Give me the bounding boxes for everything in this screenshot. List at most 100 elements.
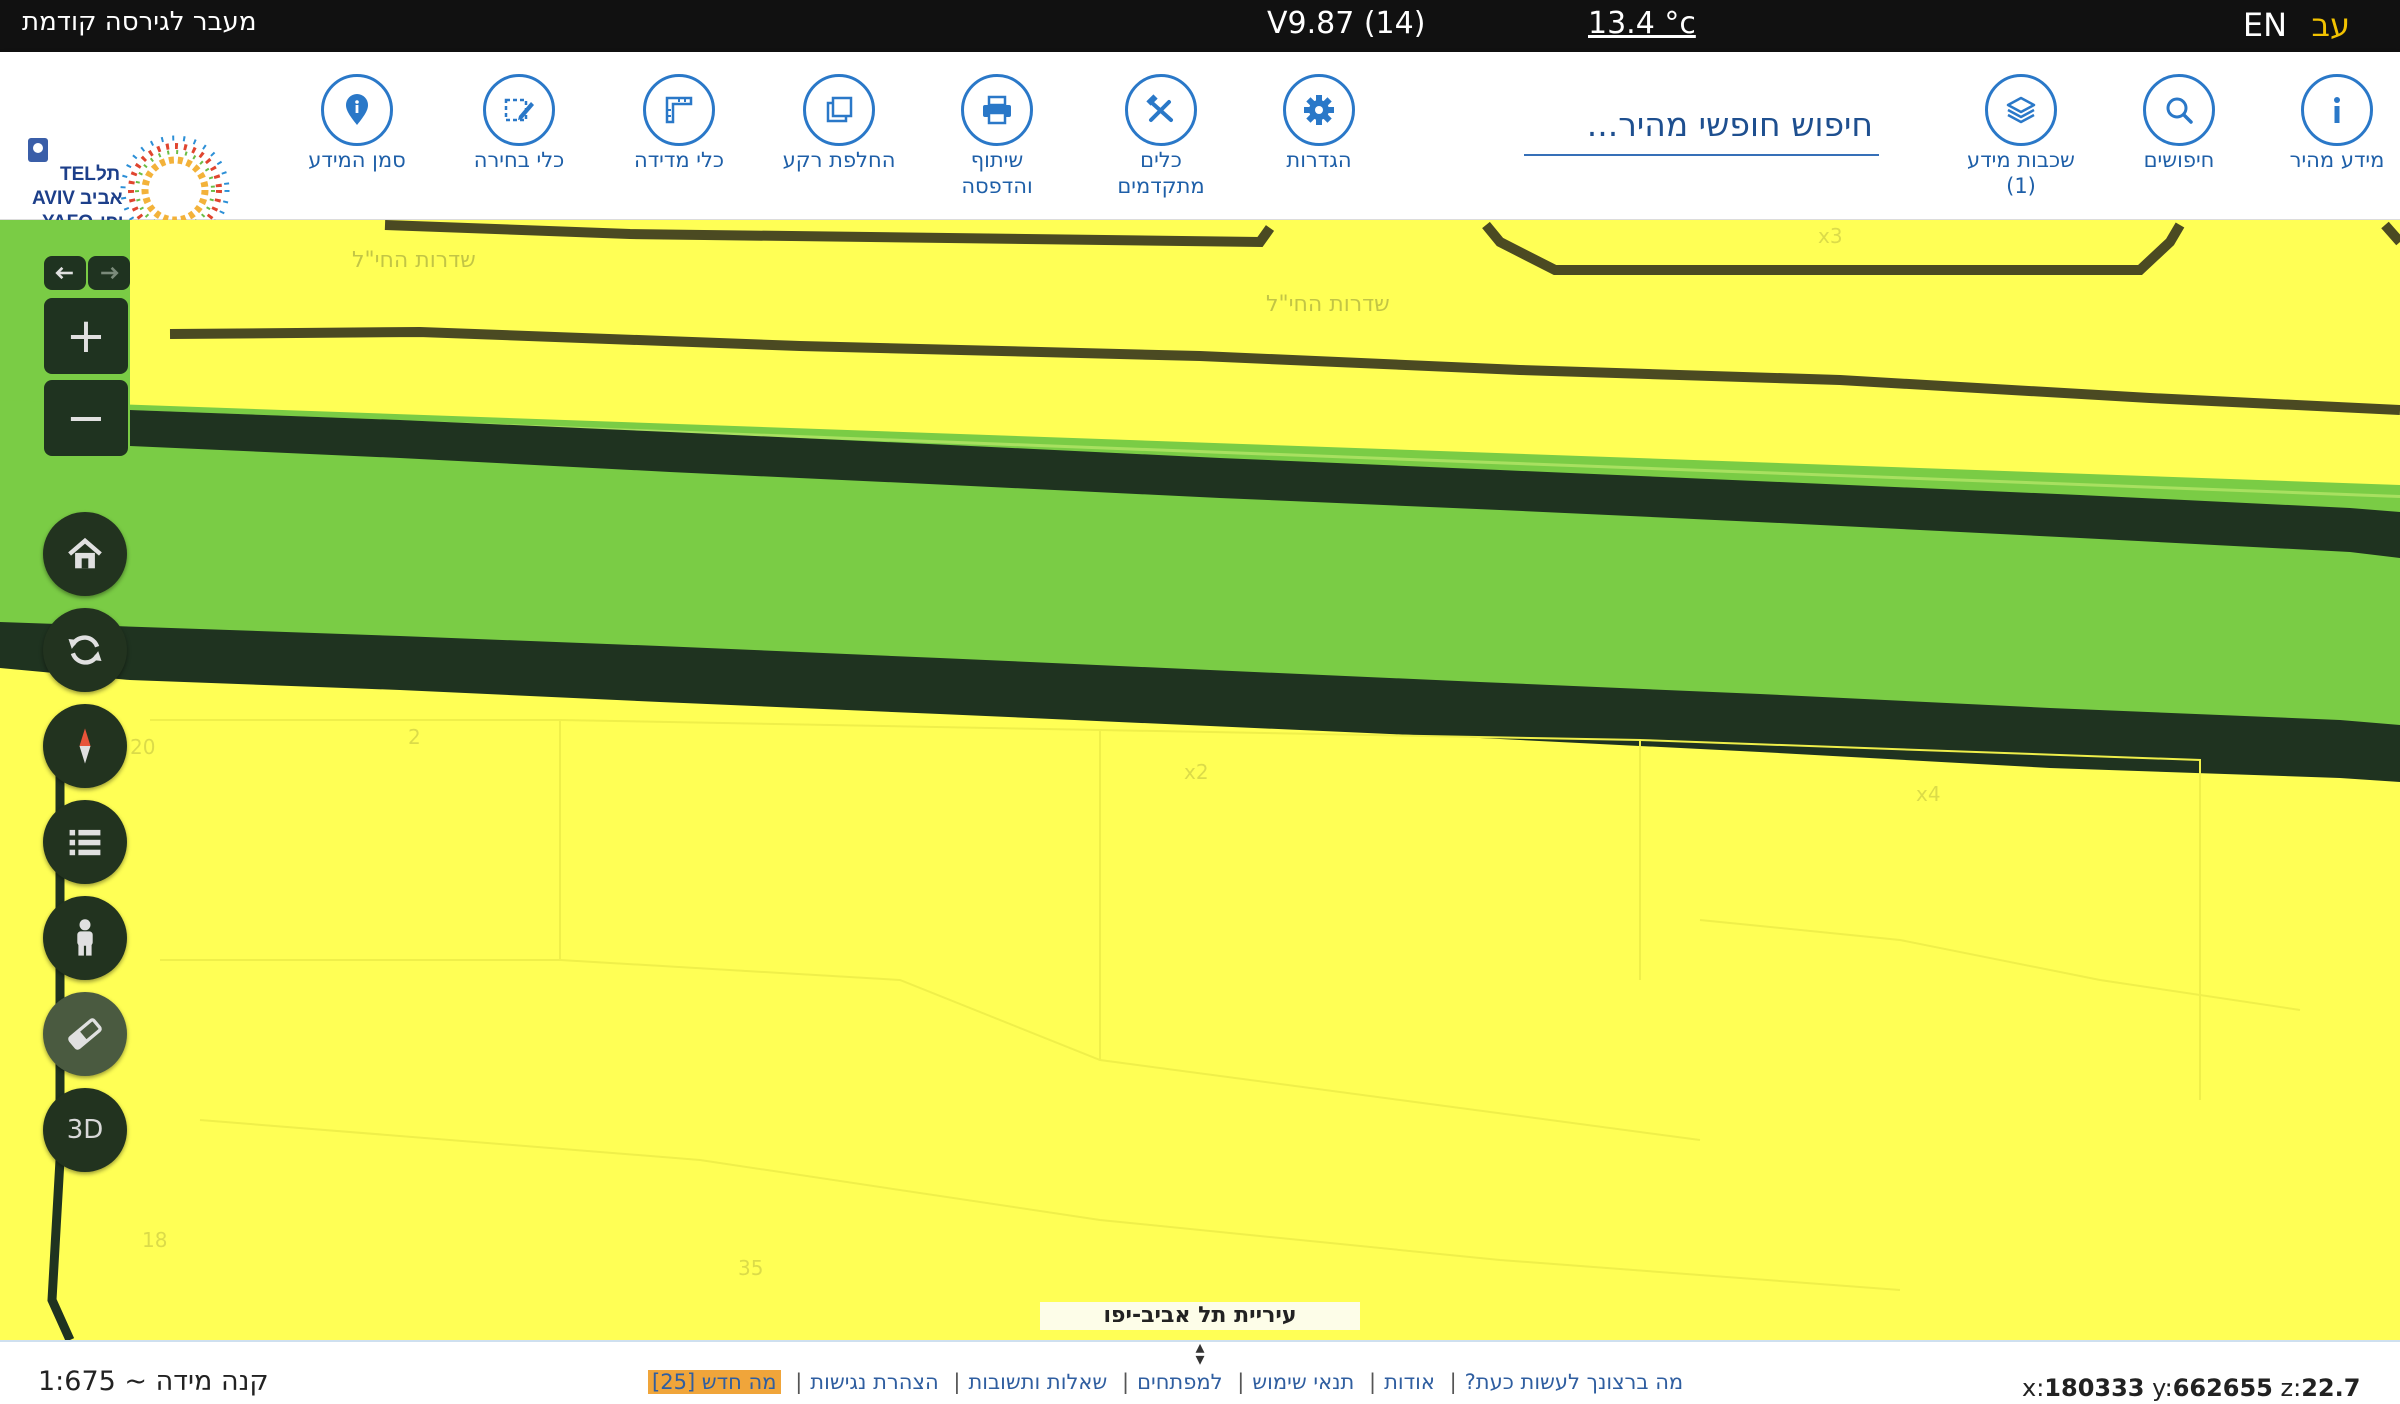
selection-tool-label: כלי בחירה <box>473 148 565 172</box>
arrow-right-icon <box>101 266 119 280</box>
x-label: x: <box>2022 1374 2045 1402</box>
tools-icon <box>1125 74 1197 146</box>
previous-version-link[interactable]: מעבר לגירסה קודמת <box>22 7 257 37</box>
footer-link-accessibility[interactable]: הצהרת נגישות <box>810 1370 939 1394</box>
marker-icon <box>321 74 393 146</box>
switch-background-label: החלפת רקע <box>782 148 896 172</box>
svg-text:אביב: אביב <box>80 188 123 209</box>
street-label-2: שדרות החי"ל <box>1266 292 1390 317</box>
footer-link-terms[interactable]: תנאי שימוש <box>1252 1370 1355 1394</box>
advanced-tools-button[interactable]: כלים מתקדמים <box>1086 74 1236 199</box>
version-label: V9.87 (14) <box>1267 6 1426 41</box>
settings-label: הגדרות <box>1286 148 1352 172</box>
printer-icon <box>961 74 1033 146</box>
footer-collapse-toggle[interactable]: ▴ ▾ <box>1190 1339 1210 1370</box>
search-icon <box>2143 74 2215 146</box>
chevron-up-icon: ▴ <box>1195 1337 1205 1358</box>
map-canvas[interactable]: שדרות החי"ל שדרות החי"ל 20 2 x2 x4 18 35… <box>0 220 2400 1340</box>
map-scale: קנה מידה ~ 1:675 <box>38 1366 269 1397</box>
compass-icon <box>79 728 91 764</box>
main-toolbar: מידע מהיר חיפושים שכבות מידע (1) הגדרות … <box>0 52 2400 245</box>
layers-count: (1) <box>2006 174 2036 198</box>
quick-search <box>1524 96 1879 156</box>
info-marker-button[interactable]: סמן המידע <box>282 74 432 173</box>
parcel-number: 2 <box>408 725 421 749</box>
zoom-in-icon: + <box>65 308 107 364</box>
advanced-tools-label: כלים <box>1140 148 1182 172</box>
three-d-label: 3D <box>66 1115 104 1145</box>
coordinates-readout: x:180333 y:662655 z:22.7 <box>2022 1374 2360 1402</box>
share-print-button[interactable]: שיתוף והדפסה <box>922 74 1072 199</box>
map-tiles <box>0 220 2400 1340</box>
list-icon <box>69 829 101 856</box>
selection-tool-button[interactable]: כלי בחירה <box>444 74 594 173</box>
z-label: z: <box>2280 1374 2302 1402</box>
eraser-button[interactable] <box>43 992 127 1076</box>
quick-search-input[interactable] <box>1524 96 1879 152</box>
parcel-number: x3 <box>1818 224 1843 248</box>
whats-new-link[interactable]: מה חדש [25] <box>648 1370 781 1394</box>
layers-label: שכבות מידע <box>1967 148 2075 172</box>
home-button[interactable] <box>43 512 127 596</box>
temperature-link[interactable]: 13.4 °c <box>1588 6 1696 41</box>
share-print-sublabel: והדפסה <box>961 174 1033 198</box>
parcel-number: 35 <box>738 1256 764 1280</box>
parcel-number: x4 <box>1916 782 1941 806</box>
zoom-out-button[interactable]: − <box>44 380 128 456</box>
footer-link-what-now[interactable]: מה ברצונך לעשות כעת? <box>1464 1370 1684 1394</box>
zoom-out-icon: − <box>65 390 107 446</box>
pan-right-button[interactable] <box>88 256 130 290</box>
info-marker-label: סמן המידע <box>308 148 406 172</box>
svg-text:TEL: TEL <box>60 164 96 185</box>
z-value: 22.7 <box>2301 1374 2361 1402</box>
street-label-1: שדרות החי"ל <box>352 248 476 273</box>
svg-text:AVIV: AVIV <box>32 188 75 209</box>
language-hebrew-toggle[interactable]: עב <box>2311 6 2350 44</box>
top-bar: עב EN 13.4 °c V9.87 (14) מעבר לגירסה קוד… <box>0 0 2400 52</box>
footer-link-about[interactable]: אודות <box>1384 1370 1435 1394</box>
layers-icon <box>1985 74 2057 146</box>
settings-button[interactable]: הגדרות <box>1244 74 1394 173</box>
pegman-icon <box>77 919 93 956</box>
y-label: y: <box>2152 1374 2173 1402</box>
eraser-icon <box>68 1018 102 1050</box>
legend-list-button[interactable] <box>43 800 127 884</box>
quick-info-label: מידע מהיר <box>2289 148 2385 172</box>
compass-button[interactable] <box>43 704 127 788</box>
logo-emblem-icon <box>28 138 48 162</box>
measure-tool-label: כלי מדידה <box>633 148 725 172</box>
svg-text:תל: תל <box>96 164 120 185</box>
three-d-button[interactable]: 3D <box>43 1088 127 1172</box>
home-icon <box>68 537 102 569</box>
y-value: 662655 <box>2172 1374 2273 1402</box>
info-icon <box>2301 74 2373 146</box>
switch-background-button[interactable]: החלפת רקע <box>764 74 914 173</box>
quick-info-button[interactable]: מידע מהיר <box>2262 74 2400 173</box>
share-print-label: שיתוף <box>970 148 1024 172</box>
tel-aviv-yafo-logo[interactable]: TEL תל AVIV אביב YAFO יפו <box>20 130 250 254</box>
swap-background-icon <box>803 74 875 146</box>
zoom-in-button[interactable]: + <box>44 298 128 374</box>
select-pencil-icon <box>483 74 555 146</box>
footer-link-developers[interactable]: למפתחים <box>1137 1370 1223 1394</box>
gear-icon <box>1283 74 1355 146</box>
chevron-down-icon: ▾ <box>1195 1349 1205 1370</box>
measure-tool-button[interactable]: כלי מדידה <box>604 74 754 173</box>
refresh-button[interactable] <box>43 608 127 692</box>
street-view-button[interactable] <box>43 896 127 980</box>
parcel-number: x2 <box>1184 760 1209 784</box>
pan-left-button[interactable] <box>44 256 86 290</box>
refresh-icon <box>68 635 102 665</box>
x-value: 180333 <box>2044 1374 2145 1402</box>
status-bar: ▴ ▾ קנה מידה ~ 1:675 מה ברצונך לעשות כעת… <box>0 1339 2400 1404</box>
language-english-toggle[interactable]: EN <box>2242 6 2287 44</box>
searches-button[interactable]: חיפושים <box>2104 74 2254 173</box>
footer-link-faq[interactable]: שאלות ותשובות <box>968 1370 1108 1394</box>
parcel-number: 18 <box>142 1228 168 1252</box>
logo-sunburst-icon <box>120 135 230 245</box>
arrow-left-icon <box>55 266 73 280</box>
footer-links: מה ברצונך לעשות כעת?| אודות| תנאי שימוש|… <box>648 1370 1683 1394</box>
advanced-tools-sublabel: מתקדמים <box>1117 174 1205 198</box>
layers-button[interactable]: שכבות מידע (1) <box>1946 74 2096 199</box>
ruler-icon <box>643 74 715 146</box>
